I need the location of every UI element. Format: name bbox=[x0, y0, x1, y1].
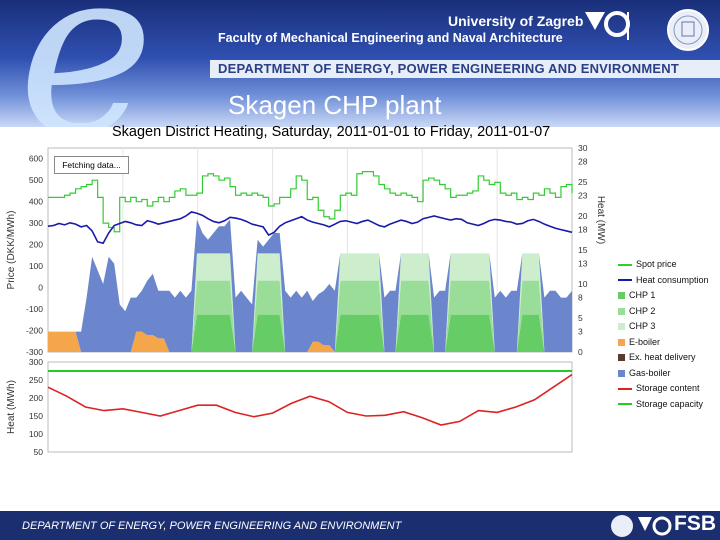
line-storage-content bbox=[47, 373, 573, 426]
legend-swatch bbox=[618, 279, 632, 282]
main-plot: 6005004003002001000-100-200-300302825232… bbox=[6, 143, 606, 357]
slide-footer bbox=[0, 511, 720, 540]
left-tick-label: 200 bbox=[29, 240, 43, 250]
right-tick-label: 3 bbox=[578, 327, 583, 337]
legend-swatch bbox=[618, 338, 625, 346]
legend-label: CHP 2 bbox=[629, 305, 656, 316]
right-tick-label: 13 bbox=[578, 259, 588, 269]
legend-item: Heat consumption bbox=[618, 273, 709, 288]
legend-swatch bbox=[618, 354, 625, 362]
left-tick-label: 500 bbox=[29, 175, 43, 185]
right-tick-label: 30 bbox=[578, 143, 588, 153]
legend-item: Storage capacity bbox=[618, 397, 703, 412]
storage-plot: 300 250 200 150 100 50 Heat (MWh) bbox=[6, 357, 573, 457]
left-tick-label: 400 bbox=[29, 197, 43, 207]
storage-tick-label: 50 bbox=[34, 447, 44, 457]
storage-plot-area bbox=[47, 361, 573, 453]
right-tick-label: 8 bbox=[578, 293, 583, 303]
footer-logo-icon bbox=[611, 515, 672, 537]
university-name: University of Zagreb bbox=[448, 13, 584, 29]
legend-label: E-boiler bbox=[629, 336, 661, 347]
department-stripe bbox=[210, 60, 720, 78]
right-tick-label: 28 bbox=[578, 157, 588, 167]
legend-label: CHP 3 bbox=[629, 321, 656, 331]
y-axis-label-left: Price (DKK/MWh) bbox=[6, 211, 17, 290]
y-axis-label-right: Heat (MW) bbox=[595, 196, 606, 244]
legend-swatch bbox=[618, 369, 625, 377]
right-tick-label: 5 bbox=[578, 313, 583, 323]
left-tick-label: 0 bbox=[38, 283, 43, 293]
line-heat-consumption bbox=[47, 211, 573, 245]
fetching-status: Fetching data... bbox=[54, 156, 129, 174]
legend-swatch bbox=[618, 307, 625, 315]
legend-item: CHP 2 bbox=[618, 304, 655, 319]
storage-tick-label: 200 bbox=[29, 393, 43, 403]
right-tick-label: 18 bbox=[578, 225, 588, 235]
legend-item: CHP 3 bbox=[618, 319, 655, 334]
legend-swatch bbox=[618, 263, 632, 266]
right-tick-label: 15 bbox=[578, 245, 588, 255]
legend-item: CHP 1 bbox=[618, 288, 655, 303]
left-tick-label: 300 bbox=[29, 218, 43, 228]
legend-swatch bbox=[618, 403, 632, 406]
faculty-name: Faculty of Mechanical Engineering and Na… bbox=[218, 31, 563, 45]
slide-title: Skagen CHP plant bbox=[228, 90, 442, 120]
fsb-logo-icon bbox=[585, 11, 630, 40]
slide-header: e bbox=[0, 0, 720, 127]
line-spot-price bbox=[48, 171, 573, 233]
left-tick-label: 600 bbox=[29, 154, 43, 164]
right-tick-label: 0 bbox=[578, 347, 583, 357]
legend-item: Gas-boiler bbox=[618, 366, 671, 381]
university-seal-icon bbox=[667, 9, 709, 51]
left-tick-label: 100 bbox=[29, 261, 43, 271]
storage-tick-label: 300 bbox=[29, 357, 43, 367]
legend-label: Storage content bbox=[636, 383, 700, 393]
right-tick-label: 20 bbox=[578, 211, 588, 221]
e-logo-icon: e bbox=[18, 0, 154, 127]
storage-tick-label: 100 bbox=[29, 429, 43, 439]
legend-swatch bbox=[618, 323, 625, 331]
left-tick-label: -200 bbox=[26, 326, 43, 336]
legend-label: Storage capacity bbox=[636, 398, 704, 409]
footer-fsb-text: FSB bbox=[674, 512, 716, 535]
department-name: DEPARTMENT OF ENERGY, POWER ENGINEERING … bbox=[218, 61, 679, 76]
storage-y-axis-label: Heat (MWh) bbox=[6, 380, 17, 434]
area-e-boiler bbox=[48, 331, 572, 352]
legend-label: CHP 1 bbox=[629, 290, 656, 300]
area-chp-1 bbox=[48, 314, 572, 352]
legend-item: Storage content bbox=[618, 381, 700, 396]
left-tick-label: -300 bbox=[26, 347, 43, 357]
storage-tick-label: 150 bbox=[29, 411, 43, 421]
legend-label: Ex. heat delivery bbox=[629, 352, 696, 362]
right-tick-label: 25 bbox=[578, 177, 588, 187]
legend-item: Spot price bbox=[618, 257, 677, 272]
footer-department: DEPARTMENT OF ENERGY, POWER ENGINEERING … bbox=[22, 520, 402, 532]
legend-item: Ex. heat delivery bbox=[618, 350, 696, 365]
legend-swatch bbox=[618, 387, 632, 390]
legend-label: Gas-boiler bbox=[629, 367, 671, 378]
area-gas-boiler bbox=[48, 219, 572, 352]
legend-label: Spot price bbox=[636, 259, 677, 269]
right-tick-label: 10 bbox=[578, 279, 588, 289]
legend-swatch bbox=[618, 292, 625, 300]
right-tick-label: 23 bbox=[578, 191, 588, 201]
legend-label: Heat consumption bbox=[636, 274, 709, 285]
legend-item: E-boiler bbox=[618, 335, 660, 350]
left-tick-label: -100 bbox=[26, 304, 43, 314]
storage-tick-label: 250 bbox=[29, 375, 43, 385]
chart-title: Skagen District Heating, Saturday, 2011-… bbox=[112, 124, 551, 140]
